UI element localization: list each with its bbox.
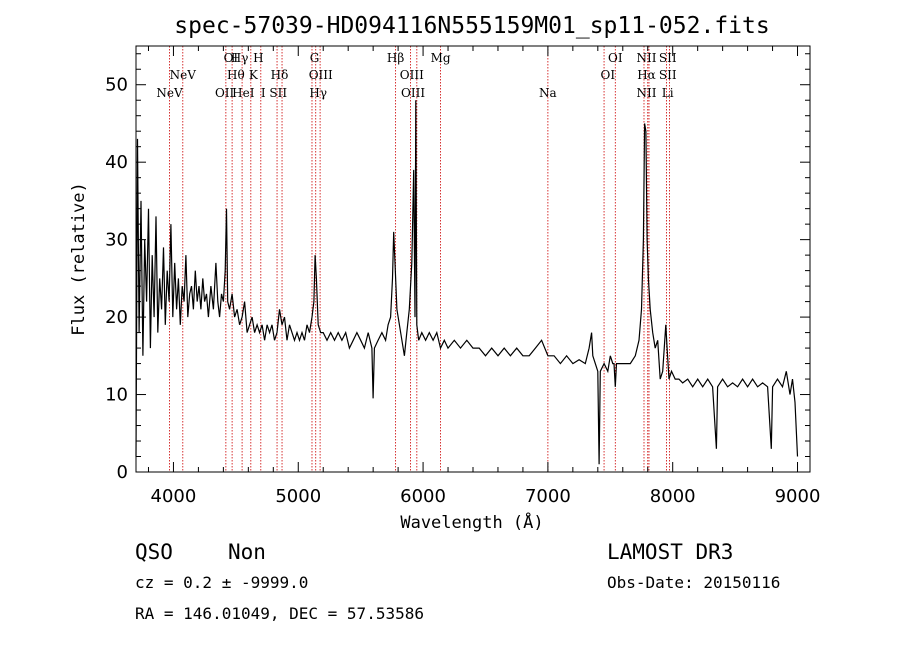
line-label-4: Hγ	[231, 51, 249, 65]
line-label-10: Hδ	[271, 68, 289, 82]
x-tick-label-5000: 5000	[275, 486, 321, 507]
line-label-26: SII	[659, 68, 677, 82]
ra-dec: RA = 146.01049, DEC = 57.53586	[135, 604, 424, 623]
line-label-19: Na	[539, 86, 557, 100]
spectrum-line	[135, 100, 799, 465]
y-tick-label-40: 40	[105, 152, 128, 173]
line-label-17: OIII	[401, 86, 425, 100]
x-tick-label-4000: 4000	[151, 486, 197, 507]
chart-title: spec-57039-HD094116N555159M01_sp11-052.f…	[174, 13, 769, 39]
x-tick-label-7000: 7000	[525, 486, 571, 507]
x-tick-label-6000: 6000	[400, 486, 446, 507]
line-label-7: H	[253, 51, 263, 65]
survey-name: LAMOST DR3	[607, 540, 733, 564]
y-tick-label-20: 20	[105, 307, 128, 328]
line-label-12: G	[310, 51, 320, 65]
line-label-16: OIII	[400, 68, 424, 82]
line-label-3: OI	[224, 51, 239, 65]
y-axis-label: Flux (relative)	[69, 182, 89, 336]
line-label-5: Hθ	[227, 68, 245, 82]
y-tick-label-30: 30	[105, 230, 128, 251]
x-tick-label-8000: 8000	[650, 486, 696, 507]
line-label-0: NeV	[156, 86, 183, 100]
obs-date: Obs-Date: 20150116	[607, 573, 780, 592]
object-subclass: Non	[228, 540, 266, 564]
line-label-20: OI	[608, 51, 623, 65]
redshift-text: cz = 0.2 ± -9999.0	[135, 573, 308, 592]
line-label-8: K	[249, 68, 259, 82]
x-axis-ticks: 4000 5000 6000 7000 8000 9000	[147, 46, 821, 507]
x-tick-label-9000: 9000	[775, 486, 821, 507]
plot-frame	[135, 45, 811, 473]
line-label-11: SII	[269, 86, 287, 100]
line-label-18: Mg	[431, 51, 451, 65]
y-axis-ticks: 0 10 20 30 40 50	[105, 53, 810, 483]
line-label-9: I	[261, 86, 266, 100]
line-label-15: Hβ	[387, 51, 404, 65]
line-label-14: Hγ	[309, 86, 327, 100]
line-label-2: OII	[215, 86, 235, 100]
line-label-1: NeV	[170, 68, 197, 82]
object-class: QSO	[135, 540, 173, 564]
y-tick-label-50: 50	[105, 75, 128, 96]
line-label-22: NII	[637, 51, 657, 65]
emission-line-markers	[169, 46, 670, 472]
y-tick-label-10: 10	[105, 385, 128, 406]
y-tick-label-0: 0	[117, 462, 128, 483]
emission-line-labels: NeVNeVOIIOIHγHθHeIHKIHδSIIGOIIIHγHβOIIIO…	[156, 51, 676, 100]
line-label-23: Hα	[637, 68, 656, 82]
line-label-25: SII	[659, 51, 677, 65]
line-label-13: OIII	[309, 68, 333, 82]
x-axis-label: Wavelength (Å)	[400, 511, 543, 533]
line-label-24: NII	[637, 86, 657, 100]
line-label-6: HeI	[232, 86, 255, 100]
line-label-27: Li	[662, 86, 674, 100]
line-label-21: OI	[601, 68, 616, 82]
